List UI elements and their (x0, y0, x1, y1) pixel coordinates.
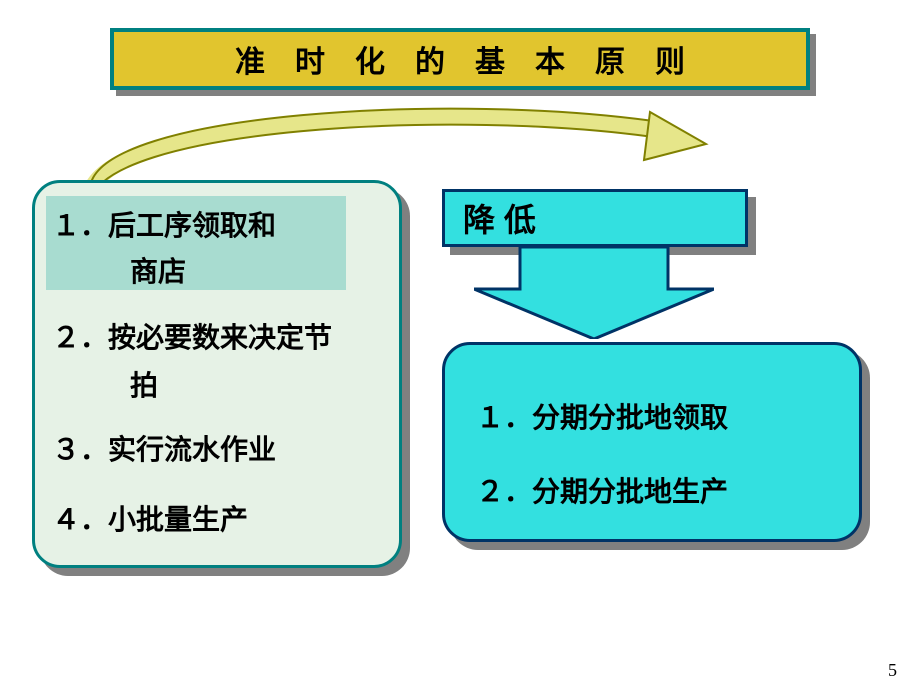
left-list-item: １．后工序领取和 (52, 204, 276, 244)
title-text: 准 时 化 的 基 本 原 则 (235, 37, 685, 81)
reduce-down-arrow (474, 247, 714, 339)
slide-stage: 准 时 化 的 基 本 原 则 １．后工序领取和商店 ２．按必要数来决定节拍 ３．实… (0, 0, 920, 690)
reduce-box: 降 低 (442, 189, 748, 247)
left-list-item: 商店 (130, 250, 186, 290)
left-list-item: ４．小批量生产 (52, 498, 248, 538)
left-list-item: ３．实行流水作业 (52, 428, 276, 468)
reduce-text: 降 低 (445, 195, 536, 241)
page-number: 5 (888, 660, 897, 681)
title-bar: 准 时 化 的 基 本 原 则 (110, 28, 810, 90)
left-list-item: ２．按必要数来决定节 (52, 316, 332, 356)
right-list-item: ２．分期分批地生产 (476, 470, 728, 510)
right-box (442, 342, 862, 542)
right-list-item: １．分期分批地领取 (476, 396, 728, 436)
left-list-item: 拍 (130, 364, 158, 404)
